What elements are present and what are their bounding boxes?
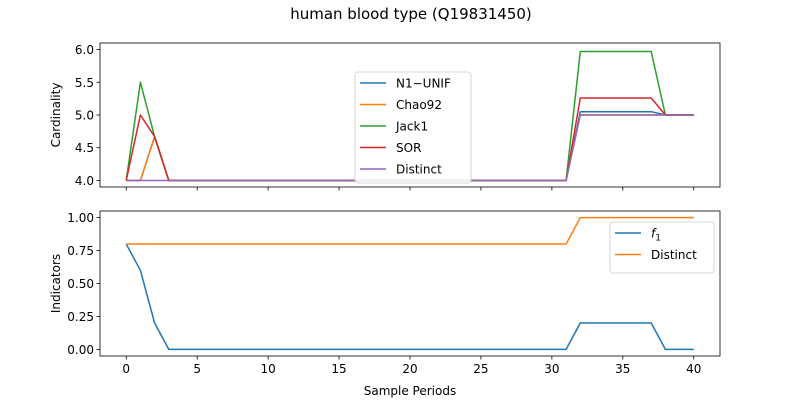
legend: f1 Distinct xyxy=(609,221,715,274)
series-line-distinct xyxy=(126,216,694,245)
y-tick-label: 0.00 xyxy=(67,343,94,357)
x-tick-label: 25 xyxy=(473,362,488,376)
x-tick-label: 5 xyxy=(193,362,201,376)
x-tick-label: 20 xyxy=(402,362,417,376)
y-tick-label: 4.5 xyxy=(75,141,94,155)
y-tick-label: 1.00 xyxy=(67,211,94,225)
y-tick-label: 5.0 xyxy=(75,109,94,123)
y-tick-label: 0.50 xyxy=(67,277,94,291)
legend-frame xyxy=(354,71,472,184)
legend: N1−UNIF Chao92 Jack1 SOR Distinct xyxy=(354,71,472,184)
series-line-f1 xyxy=(125,243,694,351)
legend-label: Jack1 xyxy=(395,120,428,134)
y-tick-label: 6.0 xyxy=(75,43,94,57)
legend-label: Distinct xyxy=(396,163,442,177)
y-tick-label: 5.5 xyxy=(75,76,94,90)
legend-label: f1 xyxy=(651,227,661,244)
legend-label: Chao92 xyxy=(396,98,442,112)
y-tick-label: 4.0 xyxy=(75,174,94,188)
x-tick-label: 40 xyxy=(686,362,701,376)
x-tick-label: 30 xyxy=(544,362,559,376)
legend-label: N1−UNIF xyxy=(396,77,451,91)
figure-title: human blood type (Q19831450) xyxy=(290,5,532,23)
y-axis-label: Cardinality xyxy=(49,83,63,148)
y-tick-label: 0.25 xyxy=(67,310,94,324)
legend-label: SOR xyxy=(396,141,421,155)
legend-frame xyxy=(609,221,715,274)
indicators-axes: 0 5 10 15 20 25 30 35 40 0.00 0.25 0.50 0.75 1.00 Indi… xyxy=(49,210,721,398)
legend-label: Distinct xyxy=(651,248,697,262)
y-axis-label: Indicators xyxy=(49,254,63,313)
x-tick-label: 10 xyxy=(260,362,275,376)
y-tick-label: 0.75 xyxy=(67,244,94,258)
x-axis-label: Sample Periods xyxy=(364,384,456,398)
x-tick-label: 15 xyxy=(331,362,346,376)
cardinality-axes: 4.0 4.5 5.0 5.5 6.0 Cardinality N1−UNIF Chao92 J… xyxy=(49,42,721,191)
x-tick-label: 35 xyxy=(615,362,630,376)
x-tick-label: 0 xyxy=(122,362,130,376)
